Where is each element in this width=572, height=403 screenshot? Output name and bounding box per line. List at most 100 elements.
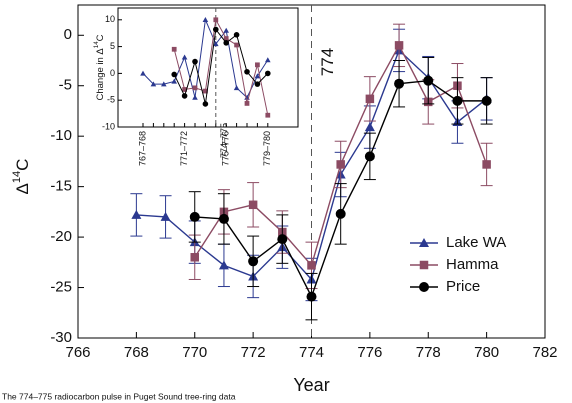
label-part: C (95, 34, 106, 41)
marker (203, 88, 208, 94)
marker (131, 209, 142, 219)
marker (234, 42, 239, 48)
marker (255, 62, 260, 68)
y-axis-label: Δ14C (11, 159, 32, 195)
marker (202, 16, 209, 23)
marker (161, 81, 167, 87)
marker (218, 213, 229, 224)
inset-y-tick-label: -5 (107, 95, 115, 105)
x-tick-label: 782 (532, 344, 557, 361)
marker (248, 256, 259, 267)
y-tick-label: -15 (50, 178, 72, 195)
label-part: Change in Δ (95, 48, 106, 101)
marker (189, 211, 200, 222)
label-part: 14 (93, 41, 100, 48)
inset-x-tick-label: 767–768 (137, 131, 147, 166)
marker (218, 260, 229, 270)
marker (244, 68, 250, 75)
marker (364, 151, 375, 162)
marker (419, 282, 429, 292)
marker (182, 87, 187, 92)
legend-label: Lake WA (446, 234, 506, 251)
inset-y-tick-label: 10 (105, 14, 115, 24)
marker (423, 75, 434, 86)
marker (192, 94, 198, 100)
marker (419, 238, 429, 247)
inset-y-tick-label: 0 (110, 68, 115, 78)
marker (181, 54, 188, 60)
marker (192, 85, 198, 91)
x-tick-label: 768 (124, 344, 149, 361)
marker (233, 85, 240, 91)
x-tick-label: 772 (241, 344, 266, 361)
y-tick-label: -25 (50, 279, 72, 296)
marker (248, 200, 258, 210)
annotation-label: 774 (318, 48, 337, 76)
legend-label: Price (446, 278, 480, 295)
marker (277, 234, 288, 245)
label-part: C (13, 159, 32, 171)
marker (306, 291, 317, 302)
marker (364, 122, 375, 132)
marker (482, 160, 491, 169)
x-axis-label: Year (293, 375, 329, 395)
marker (254, 73, 261, 79)
caption: The 774–775 radiocarbon pulse in Puget S… (2, 391, 236, 401)
inset-y-tick-label: -10 (102, 121, 115, 131)
y-tick-label: -20 (50, 228, 72, 245)
marker (181, 93, 188, 99)
marker (335, 208, 346, 219)
x-tick-label: 778 (416, 344, 441, 361)
marker (213, 26, 219, 33)
inset-y-axis-label: Change in Δ14C (93, 34, 106, 100)
series-line (173, 28, 269, 105)
marker (394, 78, 405, 89)
inset-x-tick-label: 775–776 (221, 131, 231, 166)
marker (307, 261, 316, 270)
marker (223, 27, 229, 33)
x-tick-label: 770 (182, 344, 207, 361)
y-tick-label: -30 (50, 329, 72, 346)
label-part: Δ (13, 183, 32, 194)
x-tick-label: 780 (474, 344, 499, 361)
marker (365, 94, 375, 104)
marker (233, 32, 240, 38)
inset-y-tick-label: 5 (110, 41, 115, 51)
marker (394, 41, 404, 50)
marker (419, 260, 429, 270)
marker (190, 253, 199, 262)
marker (254, 81, 261, 87)
marker (244, 101, 250, 106)
marker (213, 17, 219, 23)
marker (202, 101, 209, 107)
marker (452, 95, 463, 106)
y-tick-label: -5 (59, 77, 72, 94)
marker (265, 70, 271, 77)
marker (336, 160, 345, 169)
y-tick-label: -10 (50, 127, 72, 144)
marker (150, 81, 157, 87)
x-tick-label: 776 (357, 344, 382, 361)
marker (223, 36, 229, 41)
inset-x-tick-label: 771–772 (179, 131, 189, 166)
marker (213, 41, 219, 47)
marker (265, 112, 271, 118)
inset-x-tick-label: 779–780 (262, 131, 272, 166)
series-line (173, 18, 269, 116)
marker (223, 40, 229, 46)
marker (192, 58, 198, 65)
inset-annotation-label: 774–775 (219, 123, 229, 158)
inset-frame (117, 7, 299, 128)
marker (171, 78, 177, 84)
x-tick-label: 766 (65, 344, 90, 361)
legend-label: Hamma (446, 256, 499, 273)
marker (171, 46, 177, 52)
marker (265, 57, 271, 63)
label-part: 14 (11, 171, 23, 183)
marker (140, 70, 146, 76)
y-tick-label: 0 (64, 26, 72, 43)
x-tick-label: 774 (299, 344, 324, 361)
marker (160, 211, 171, 221)
marker (171, 71, 177, 78)
